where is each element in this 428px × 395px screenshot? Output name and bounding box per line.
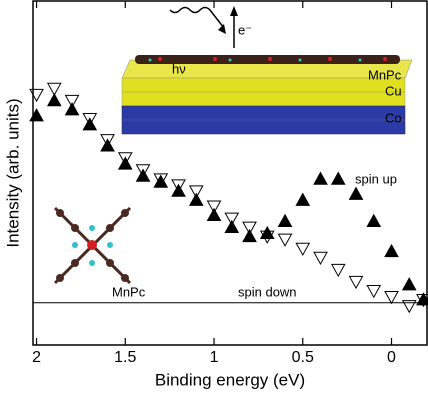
inset-label: Co — [385, 110, 402, 125]
inset-label: MnPc — [368, 67, 402, 82]
marker — [242, 221, 257, 235]
x-axis-label: Binding energy (eV) — [155, 370, 305, 389]
marker — [295, 192, 311, 206]
marker — [206, 207, 222, 221]
marker — [117, 152, 133, 166]
molecule-inset — [53, 206, 132, 285]
marker — [384, 291, 399, 305]
marker — [401, 300, 417, 314]
marker — [384, 243, 399, 258]
marker — [348, 275, 364, 290]
marker — [171, 183, 186, 197]
marker — [135, 164, 151, 178]
marker — [259, 230, 275, 244]
marker — [242, 228, 257, 243]
marker — [366, 284, 382, 299]
marker — [313, 171, 328, 185]
marker — [64, 94, 80, 109]
marker — [277, 213, 293, 227]
marker — [153, 174, 169, 188]
marker — [64, 102, 80, 116]
marker — [188, 192, 204, 206]
marker — [330, 263, 346, 278]
marker — [224, 212, 240, 226]
marker — [295, 242, 311, 256]
marker — [313, 251, 328, 266]
marker — [206, 200, 222, 214]
marker — [188, 185, 204, 199]
marker — [100, 134, 115, 148]
marker — [153, 173, 169, 187]
x-tick-label: 2 — [32, 349, 41, 366]
plot-frame — [32, 0, 428, 346]
marker — [259, 225, 275, 240]
molecule-label: MnPc — [112, 284, 146, 299]
marker — [401, 277, 417, 291]
inset-label: Cu — [385, 83, 402, 98]
surface-inset — [121, 6, 413, 135]
marker — [100, 138, 115, 152]
marker — [171, 179, 186, 193]
marker — [82, 112, 98, 127]
marker — [29, 88, 44, 103]
x-tick-label: 0.5 — [292, 349, 314, 366]
inset-label: e⁻ — [238, 22, 252, 37]
marker — [366, 213, 382, 227]
marker — [46, 93, 62, 107]
inset-label: hν — [172, 61, 186, 76]
marker — [117, 156, 133, 170]
marker — [82, 117, 98, 131]
marker — [46, 82, 62, 97]
x-tick-label: 1.5 — [114, 349, 136, 366]
series-label: spin down — [238, 284, 297, 299]
marker — [330, 171, 346, 185]
marker — [224, 219, 240, 234]
x-tick-label: 0 — [387, 349, 396, 366]
marker — [348, 186, 364, 200]
x-tick-label: 1 — [210, 349, 219, 366]
series — [29, 82, 428, 314]
series-label: spin up — [355, 171, 397, 186]
marker — [135, 168, 151, 182]
marker — [29, 108, 44, 122]
marker — [277, 233, 293, 247]
y-axis-label: Intensity (arb. units) — [3, 98, 22, 247]
